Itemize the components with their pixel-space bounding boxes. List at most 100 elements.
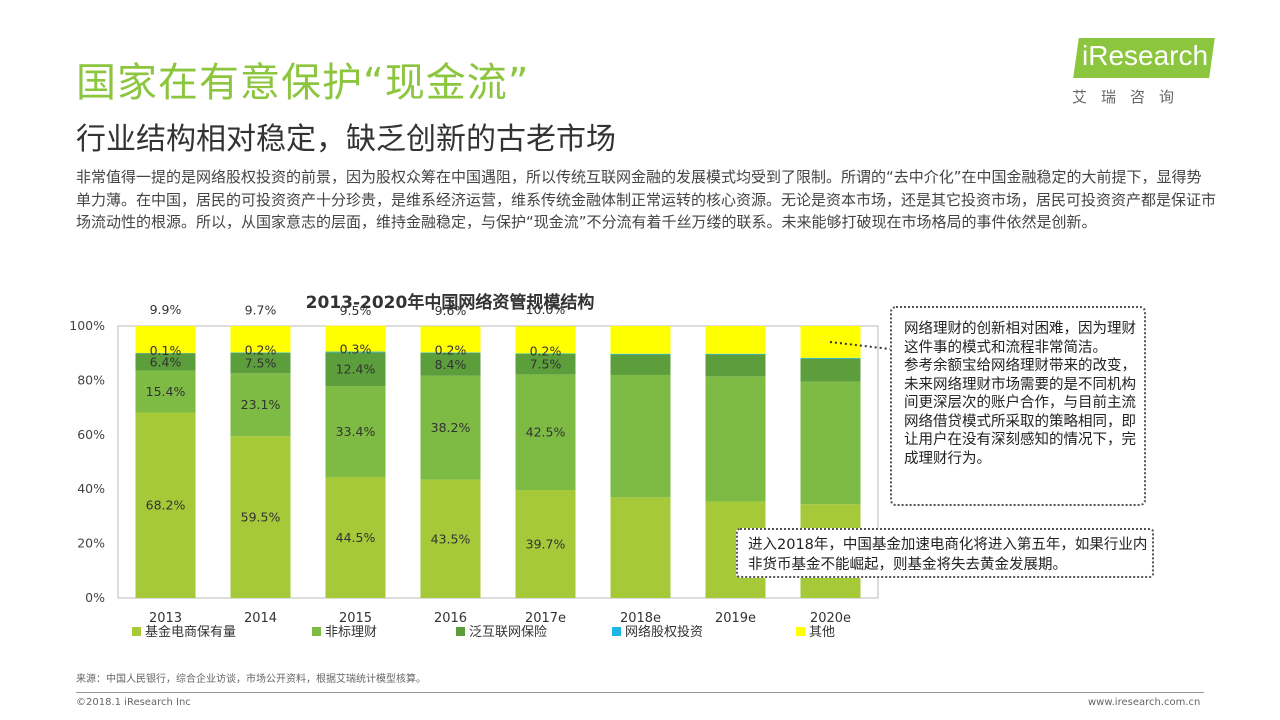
- bar-segment: [230, 436, 291, 598]
- bar-segment: [135, 326, 196, 353]
- bar-segment: [325, 352, 386, 387]
- legend-label: 泛互联网保险: [469, 625, 547, 640]
- bar-segment: [705, 354, 766, 377]
- bar-segment: [610, 354, 671, 375]
- bar-value-label: 9.9%: [150, 302, 182, 317]
- bar-value-label: 59.5%: [241, 510, 281, 525]
- legend-swatch: [456, 627, 465, 636]
- callout-leader: [829, 341, 891, 350]
- bar-segment: [135, 370, 196, 413]
- bar-segment: [420, 479, 481, 598]
- bar-value-label: 10.0%: [526, 302, 566, 317]
- bar-segment: [230, 352, 291, 353]
- x-tick-label: 2017e: [525, 611, 566, 626]
- bar-segment: [515, 353, 576, 355]
- iresearch-logo: iResearch 艾瑞咨询: [1064, 32, 1215, 108]
- bar-segment: [705, 353, 766, 355]
- bar-segment: [515, 354, 576, 375]
- bar-segment: [230, 373, 291, 437]
- bar-value-label: 0.1%: [150, 343, 182, 358]
- bar-value-label: 43.5%: [431, 531, 471, 546]
- bar-value-label: 12.4%: [336, 362, 376, 377]
- bar-segment: [325, 351, 386, 353]
- copyright: ©2018.1 iResearch Inc: [76, 697, 191, 708]
- bar-value-label: 0.2%: [435, 342, 467, 357]
- bar-value-label: 15.4%: [146, 384, 186, 399]
- bar-segment: [135, 353, 196, 371]
- bar-value-label: 39.7%: [526, 537, 566, 552]
- bar-value-label: 7.5%: [245, 356, 277, 371]
- bar-segment: [800, 381, 861, 505]
- bar-value-label: 68.2%: [146, 498, 186, 513]
- callout-innovation-p2: 参考余额宝给网络理财带来的改变，未来网络理财市场需要的是不同机构间更深层次的账户…: [904, 358, 1136, 467]
- bar-value-label: 33.4%: [336, 424, 376, 439]
- bar-segment: [420, 326, 481, 353]
- page-subtitle: 行业结构相对稳定，缺乏创新的古老市场: [76, 122, 616, 157]
- bar-value-label: 0.2%: [245, 342, 277, 357]
- bar-segment: [610, 353, 671, 355]
- bar-value-label: 23.1%: [241, 397, 281, 412]
- bar-segment: [230, 326, 291, 353]
- intro-paragraph: 非常值得一提的是网络股权投资的前景，因为股权众筹在中国遇阻，所以传统互联网金融的…: [76, 168, 1217, 231]
- bar-segment: [135, 412, 196, 598]
- bar-segment: [705, 376, 766, 502]
- x-tick-label: 2020e: [810, 611, 851, 626]
- x-tick-label: 2014: [244, 611, 277, 626]
- bar-segment: [230, 352, 291, 374]
- footer-divider: [76, 692, 1204, 693]
- bar-segment: [325, 476, 386, 598]
- chart-title: 2013-2020年中国网络资管规模结构: [306, 292, 595, 313]
- bar-segment: [515, 374, 576, 491]
- callout-fund: 进入2018年，中国基金加速电商化将进入第五年，如果行业内非货币基金不能崛起，则…: [736, 528, 1154, 578]
- bar-value-label: 7.5%: [530, 357, 562, 372]
- x-tick-label: 2013: [149, 611, 182, 626]
- legend-swatch: [312, 627, 321, 636]
- bar-segment: [420, 352, 481, 376]
- bar-segment: [800, 357, 861, 359]
- legend-label: 基金电商保有量: [145, 624, 236, 640]
- x-tick-label: 2019e: [715, 611, 756, 626]
- page-title: 国家在有意保护“现金流”: [76, 60, 530, 106]
- x-tick-label: 2016: [434, 611, 467, 626]
- legend-label: 非标理财: [325, 625, 377, 640]
- bar-value-label: 0.3%: [340, 342, 372, 357]
- bar-segment: [515, 326, 576, 354]
- callout-innovation: 网络理财的创新相对困难，因为理财这件事的模式和流程非常简洁。 参考余额宝给网络理…: [890, 306, 1146, 506]
- bar-value-label: 42.5%: [526, 425, 566, 440]
- bar-segment: [515, 490, 576, 598]
- plot-frame: [117, 325, 879, 599]
- y-tick-label: 0%: [85, 590, 105, 605]
- bar-value-label: 9.7%: [245, 303, 277, 318]
- bar-value-label: 0.2%: [530, 343, 562, 358]
- logo-cn: 艾瑞咨询: [1072, 88, 1189, 106]
- bar-segment: [705, 326, 766, 354]
- bar-segment: [420, 375, 481, 480]
- y-tick-label: 60%: [77, 427, 105, 442]
- bar-segment: [325, 386, 386, 477]
- logo-text: iResearch: [1082, 40, 1209, 71]
- legend-label: 网络股权投资: [625, 624, 703, 640]
- legend-label: 其他: [809, 625, 835, 640]
- x-tick-label: 2018e: [620, 611, 661, 626]
- callout-innovation-p1: 网络理财的创新相对困难，因为理财这件事的模式和流程非常简洁。: [904, 321, 1136, 356]
- x-tick-label: 2015: [339, 611, 372, 626]
- bar-value-label: 9.6%: [435, 303, 467, 318]
- legend-swatch: [796, 627, 805, 636]
- legend-swatch: [612, 627, 621, 636]
- y-tick-label: 40%: [77, 481, 105, 496]
- bar-segment: [610, 326, 671, 354]
- y-tick-label: 20%: [77, 536, 105, 551]
- legend-swatch: [132, 627, 141, 636]
- bar-segment: [610, 497, 671, 598]
- y-tick-label: 80%: [77, 372, 105, 387]
- bar-segment: [610, 374, 671, 498]
- bar-segment: [325, 325, 386, 352]
- y-tick-label: 100%: [69, 318, 105, 333]
- website: www.iresearch.com.cn: [1088, 697, 1201, 708]
- bar-value-label: 6.4%: [150, 354, 182, 369]
- bar-value-label: 8.4%: [435, 357, 467, 372]
- bar-value-label: 9.5%: [340, 303, 372, 318]
- bar-value-label: 44.5%: [336, 530, 376, 545]
- bar-segment: [800, 358, 861, 382]
